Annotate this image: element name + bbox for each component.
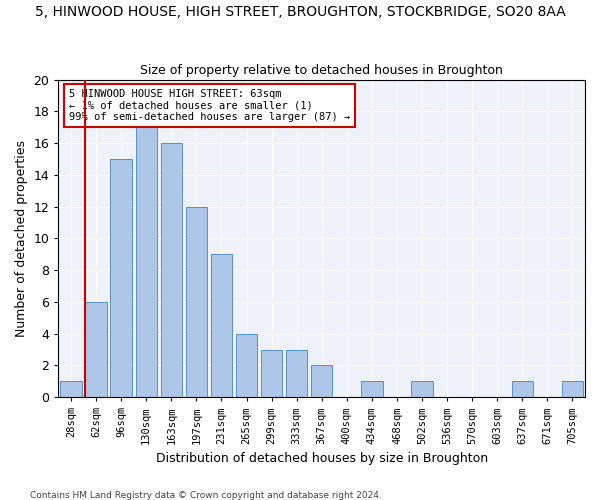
Bar [161,143,182,397]
Bar [311,366,332,397]
Bar [361,382,383,397]
Bar [110,159,132,397]
Bar [186,206,207,397]
Bar [261,350,282,397]
Bar [136,127,157,397]
Text: 5, HINWOOD HOUSE, HIGH STREET, BROUGHTON, STOCKBRIDGE, SO20 8AA: 5, HINWOOD HOUSE, HIGH STREET, BROUGHTON… [35,5,565,19]
Bar [236,334,257,397]
Bar [61,382,82,397]
Bar [286,350,307,397]
Bar [512,382,533,397]
Bar [85,302,107,397]
X-axis label: Distribution of detached houses by size in Broughton: Distribution of detached houses by size … [155,452,488,465]
Text: Contains HM Land Registry data © Crown copyright and database right 2024.: Contains HM Land Registry data © Crown c… [30,490,382,500]
Bar [562,382,583,397]
Title: Size of property relative to detached houses in Broughton: Size of property relative to detached ho… [140,64,503,77]
Bar [211,254,232,397]
Text: 5 HINWOOD HOUSE HIGH STREET: 63sqm
← 1% of detached houses are smaller (1)
99% o: 5 HINWOOD HOUSE HIGH STREET: 63sqm ← 1% … [69,89,350,122]
Bar [412,382,433,397]
Y-axis label: Number of detached properties: Number of detached properties [15,140,28,337]
